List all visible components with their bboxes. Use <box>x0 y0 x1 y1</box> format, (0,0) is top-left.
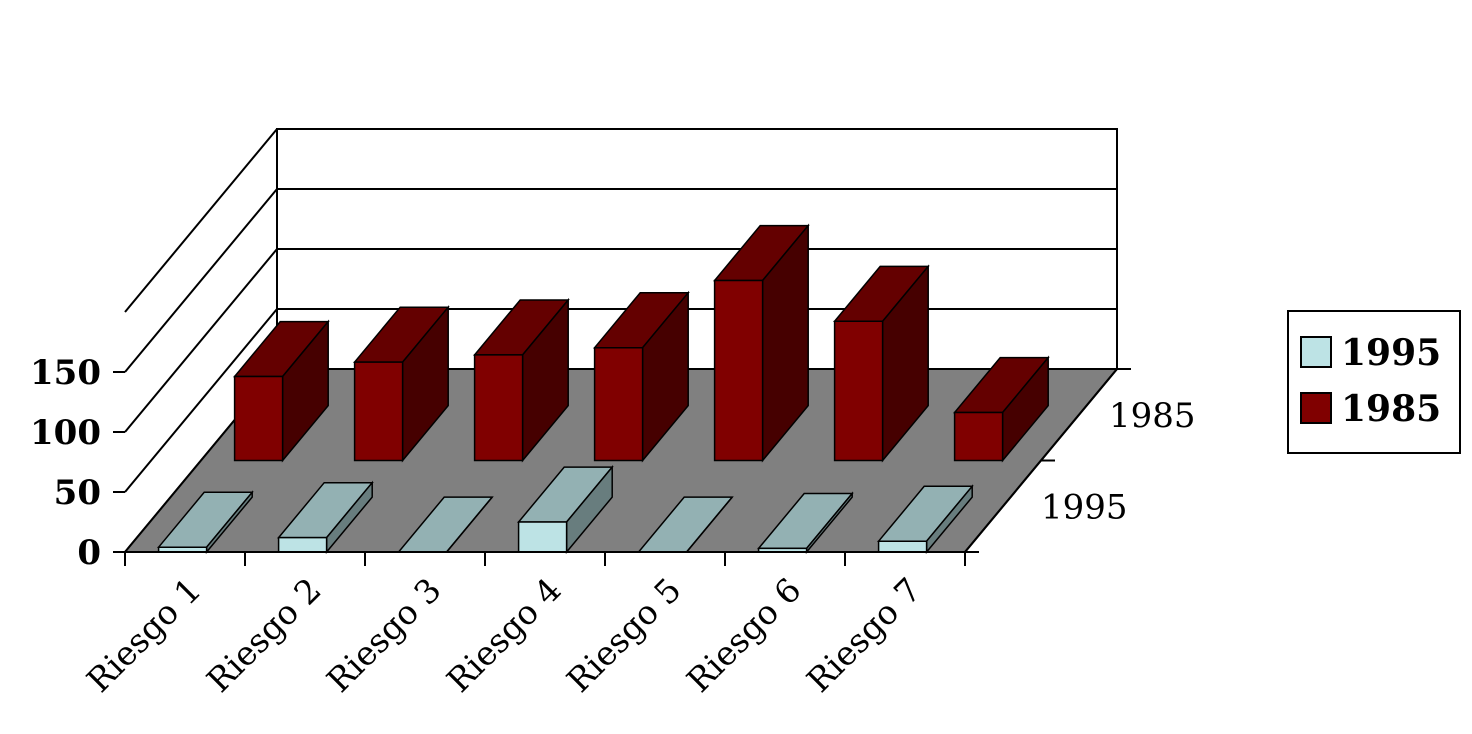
bar-front <box>233 375 284 462</box>
y-tick-labels: 0 50 100 150 <box>30 353 101 573</box>
bar-front <box>353 361 404 462</box>
y-tick-label: 150 <box>30 353 101 393</box>
x-tick-label: Riesgo 4 <box>439 570 569 700</box>
bar-1995-2 <box>277 480 374 555</box>
gridline <box>124 308 1117 493</box>
legend-label: 1985 <box>1341 388 1441 430</box>
x-tick-label: Riesgo 3 <box>319 570 449 700</box>
bar-1985-4 <box>593 290 690 463</box>
chart-bars <box>157 223 1050 555</box>
legend-swatch <box>1300 336 1332 368</box>
x-tick-label: Riesgo 1 <box>79 570 209 700</box>
legend-box <box>1287 310 1461 454</box>
x-tick-label: Riesgo 5 <box>559 570 689 700</box>
bar-front <box>953 411 1004 462</box>
depth-axis-labels: 1985 1995 <box>1041 396 1196 528</box>
bar-1985-6 <box>833 264 930 463</box>
gridline <box>124 248 1117 433</box>
bar-1985-1 <box>233 319 330 463</box>
bar-1995-6 <box>757 491 854 555</box>
x-tick-label: Riesgo 6 <box>679 570 809 700</box>
y-tick-label: 50 <box>54 473 101 513</box>
chart-walls <box>124 128 1118 553</box>
bar-1985-7 <box>953 355 1050 463</box>
depth-label: 1985 <box>1109 396 1196 436</box>
legend-label: 1995 <box>1341 332 1441 374</box>
bar-front <box>833 320 884 462</box>
legend-swatch <box>1300 392 1332 424</box>
gridline <box>124 128 1117 313</box>
bar-1985-2 <box>353 305 450 463</box>
bar-front <box>713 279 764 462</box>
legend: 1995 1985 <box>1287 310 1461 454</box>
bar-1985-3 <box>473 297 570 463</box>
legend-entry-1985: 1985 <box>1300 388 1441 430</box>
bar-1995-4 <box>517 465 614 555</box>
bar-1985-5 <box>713 223 810 463</box>
bar-front <box>517 521 568 553</box>
legend-entry-1995: 1995 <box>1300 332 1441 374</box>
bar-front <box>473 354 524 462</box>
bar-side <box>446 496 493 553</box>
depth-label: 1995 <box>1041 487 1128 527</box>
bar-front <box>877 540 928 553</box>
bar-front <box>593 346 644 462</box>
bar-side <box>686 496 733 553</box>
y-tick-label: 100 <box>30 413 101 453</box>
y-tick-label: 0 <box>77 533 101 573</box>
bar-front <box>277 536 328 553</box>
x-tick-label: Riesgo 2 <box>199 570 329 700</box>
bar-1995-7 <box>877 484 974 555</box>
x-tick-label: Riesgo 7 <box>799 570 929 700</box>
bar-1995-1 <box>157 490 254 555</box>
gridline <box>124 188 1117 373</box>
chart-axes <box>113 368 1131 566</box>
